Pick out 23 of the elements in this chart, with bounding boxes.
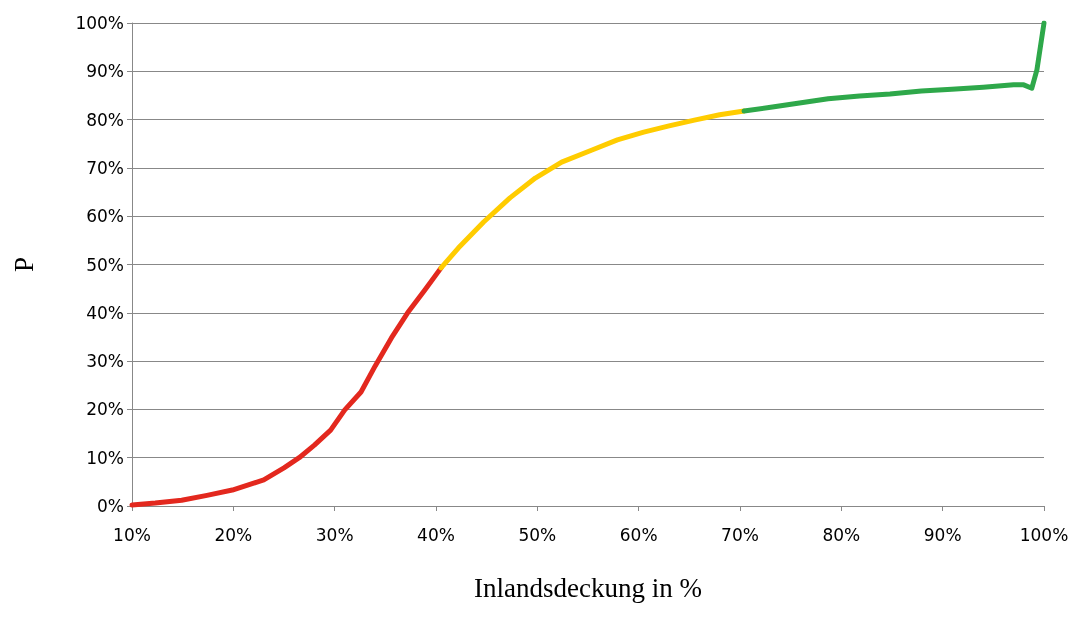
y-axis-title: P xyxy=(8,256,39,273)
x-tick-label: 90% xyxy=(923,524,962,545)
x-tick-label: 70% xyxy=(721,524,759,545)
y-tick-label: 80% xyxy=(86,109,124,130)
x-tick-label: 100% xyxy=(1019,524,1069,545)
y-tick-label: 60% xyxy=(86,206,124,227)
y-tick-label: 20% xyxy=(86,399,124,420)
y-tick-label: 90% xyxy=(86,61,124,82)
x-tick-label: 40% xyxy=(417,524,455,545)
x-tick-label: 10% xyxy=(113,524,151,545)
x-tick-label: 60% xyxy=(619,524,658,545)
y-tick-label: 10% xyxy=(86,447,124,468)
y-tick-label: 100% xyxy=(75,13,124,33)
x-tick-label: 80% xyxy=(822,524,861,545)
y-tick-label: 40% xyxy=(86,302,124,323)
y-tick-label: 0% xyxy=(97,496,124,516)
y-tick-label: 70% xyxy=(86,157,124,178)
y-tick-label: 30% xyxy=(86,351,124,372)
x-tick-label: 30% xyxy=(315,524,354,545)
x-tick-label: 50% xyxy=(518,524,557,545)
y-tick-label: 50% xyxy=(86,254,124,275)
x-tick-label: 20% xyxy=(214,524,253,545)
x-axis-title: Inlandsdeckung in % xyxy=(474,572,702,603)
